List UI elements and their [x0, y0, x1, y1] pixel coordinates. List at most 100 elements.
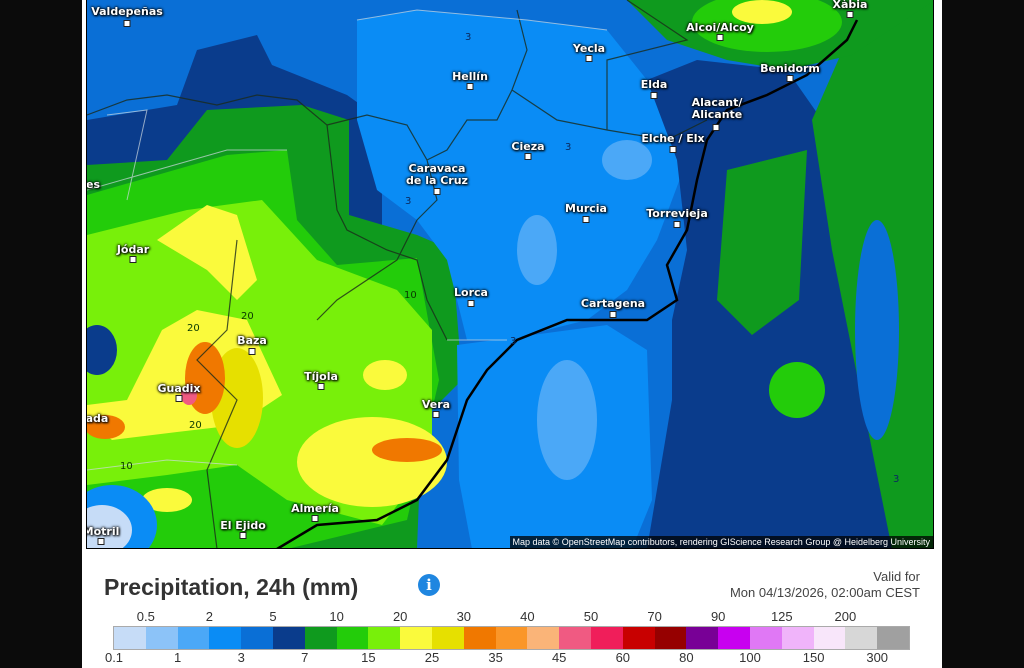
contour-label: 3	[465, 32, 472, 43]
map-attribution: Map data © OpenStreetMap contributors, r…	[509, 536, 933, 548]
city-label: Xàbia	[832, 0, 868, 11]
city-marker	[129, 256, 137, 263]
color-swatch	[177, 627, 210, 649]
city-label: Torrevieja	[646, 207, 708, 220]
color-swatch	[463, 627, 496, 649]
color-swatch	[272, 627, 305, 649]
city-marker	[582, 216, 590, 223]
color-swatch	[813, 627, 846, 649]
scale-tick-bottom: 300	[866, 650, 889, 665]
city-marker	[432, 411, 440, 418]
scale-tick-top: 200	[834, 609, 857, 624]
legend-title: Precipitation, 24h (mm)	[104, 574, 359, 600]
city-marker	[716, 34, 724, 41]
contour-label: 20	[241, 311, 254, 322]
city-marker	[673, 221, 681, 228]
scale-tick-bottom: 45	[551, 650, 567, 665]
scale-tick-top: 40	[520, 609, 535, 624]
scale-tick-bottom: 0.1	[104, 650, 124, 665]
color-swatch	[431, 627, 464, 649]
city-label: Murcia	[565, 202, 607, 215]
contour-label: 20	[189, 420, 202, 431]
scale-tick-top: 125	[770, 609, 793, 624]
city-label: Elda	[640, 78, 668, 91]
scale-tick-top: 90	[710, 609, 726, 624]
color-swatch	[209, 627, 242, 649]
city-label: Motril	[86, 525, 120, 538]
color-swatch	[845, 627, 878, 649]
city-label: Tíjola	[304, 370, 338, 383]
city-marker	[433, 188, 441, 195]
city-label: Yecla	[572, 42, 606, 55]
city-marker	[311, 515, 319, 522]
contour-label: 3	[565, 142, 572, 153]
city-label: Alacant/ Alicante	[691, 96, 743, 121]
color-swatch	[145, 627, 178, 649]
contour-label: 10	[404, 290, 417, 301]
info-circle-icon[interactable]: i	[418, 574, 440, 596]
scale-tick-bottom: 7	[301, 650, 309, 665]
contour-label: 3	[510, 336, 517, 347]
contour-label: 3	[405, 196, 412, 207]
contour-label: 10	[120, 461, 133, 472]
scale-tick-bottom: 35	[488, 650, 503, 665]
city-marker	[846, 11, 854, 18]
color-swatch	[781, 627, 814, 649]
precipitation-overlay	[87, 0, 933, 548]
city-label: Cartagena	[580, 297, 646, 310]
scale-tick-bottom: 3	[237, 650, 245, 665]
color-swatch	[877, 627, 909, 649]
city-marker	[123, 20, 131, 27]
scale-tick-bottom: 100	[739, 650, 761, 665]
city-marker	[248, 348, 256, 355]
color-swatch	[654, 627, 687, 649]
scale-tick-top: 0.5	[136, 609, 155, 624]
contour-label: 3	[893, 474, 900, 485]
city-label: Elche / Elx	[641, 132, 705, 145]
valid-time: Valid for Mon 04/13/2026, 02:00am CEST	[730, 569, 920, 601]
city-label: Vera	[421, 398, 451, 411]
city-marker	[786, 75, 794, 82]
city-label: Guadix	[157, 382, 201, 395]
scale-tick-bottom: 1	[173, 650, 182, 665]
scale-tick-top: 50	[583, 609, 599, 624]
city-marker	[175, 395, 183, 402]
city-marker	[585, 55, 593, 62]
color-swatch	[590, 627, 623, 649]
city-label: Lorca	[454, 286, 488, 299]
scale-tick-bottom: 60	[615, 650, 631, 665]
scale-tick-top: 5	[269, 609, 277, 624]
color-swatch	[368, 627, 401, 649]
color-swatch	[559, 627, 591, 649]
partial-city-label: ada	[86, 412, 109, 425]
scale-tick-bottom: 25	[424, 650, 440, 665]
city-label: Cieza	[511, 140, 545, 153]
scale-tick-top: 2	[205, 609, 214, 624]
city-label: Caravaca de la Cruz	[406, 162, 468, 187]
scale-tick-top: 30	[456, 609, 472, 624]
city-label: Alcoi/Alcoy	[686, 21, 754, 34]
city-label: Jódar	[116, 243, 150, 256]
scale-tick-bottom: 80	[679, 650, 694, 665]
precipitation-map[interactable]: 3 3 3 3 3 20 20 20 10 10 Valdepeñas Hell…	[86, 0, 934, 549]
color-swatch	[718, 627, 750, 649]
city-marker	[524, 153, 532, 160]
city-marker	[466, 83, 474, 90]
city-label: Almería	[291, 502, 339, 515]
scale-tick-bottom: 15	[361, 650, 376, 665]
city-marker	[669, 146, 677, 153]
city-marker	[650, 92, 658, 99]
city-marker	[609, 311, 617, 318]
color-swatch	[749, 627, 782, 649]
city-marker	[317, 383, 325, 390]
color-swatch	[686, 627, 719, 649]
color-swatch	[114, 627, 146, 649]
color-swatch	[622, 627, 655, 649]
city-marker	[467, 300, 475, 307]
color-swatch	[495, 627, 528, 649]
color-swatch	[336, 627, 369, 649]
valid-time-value: Mon 04/13/2026, 02:00am CEST	[729, 585, 920, 600]
city-marker	[239, 532, 247, 539]
city-marker	[712, 124, 720, 131]
city-label: Benidorm	[760, 62, 820, 75]
